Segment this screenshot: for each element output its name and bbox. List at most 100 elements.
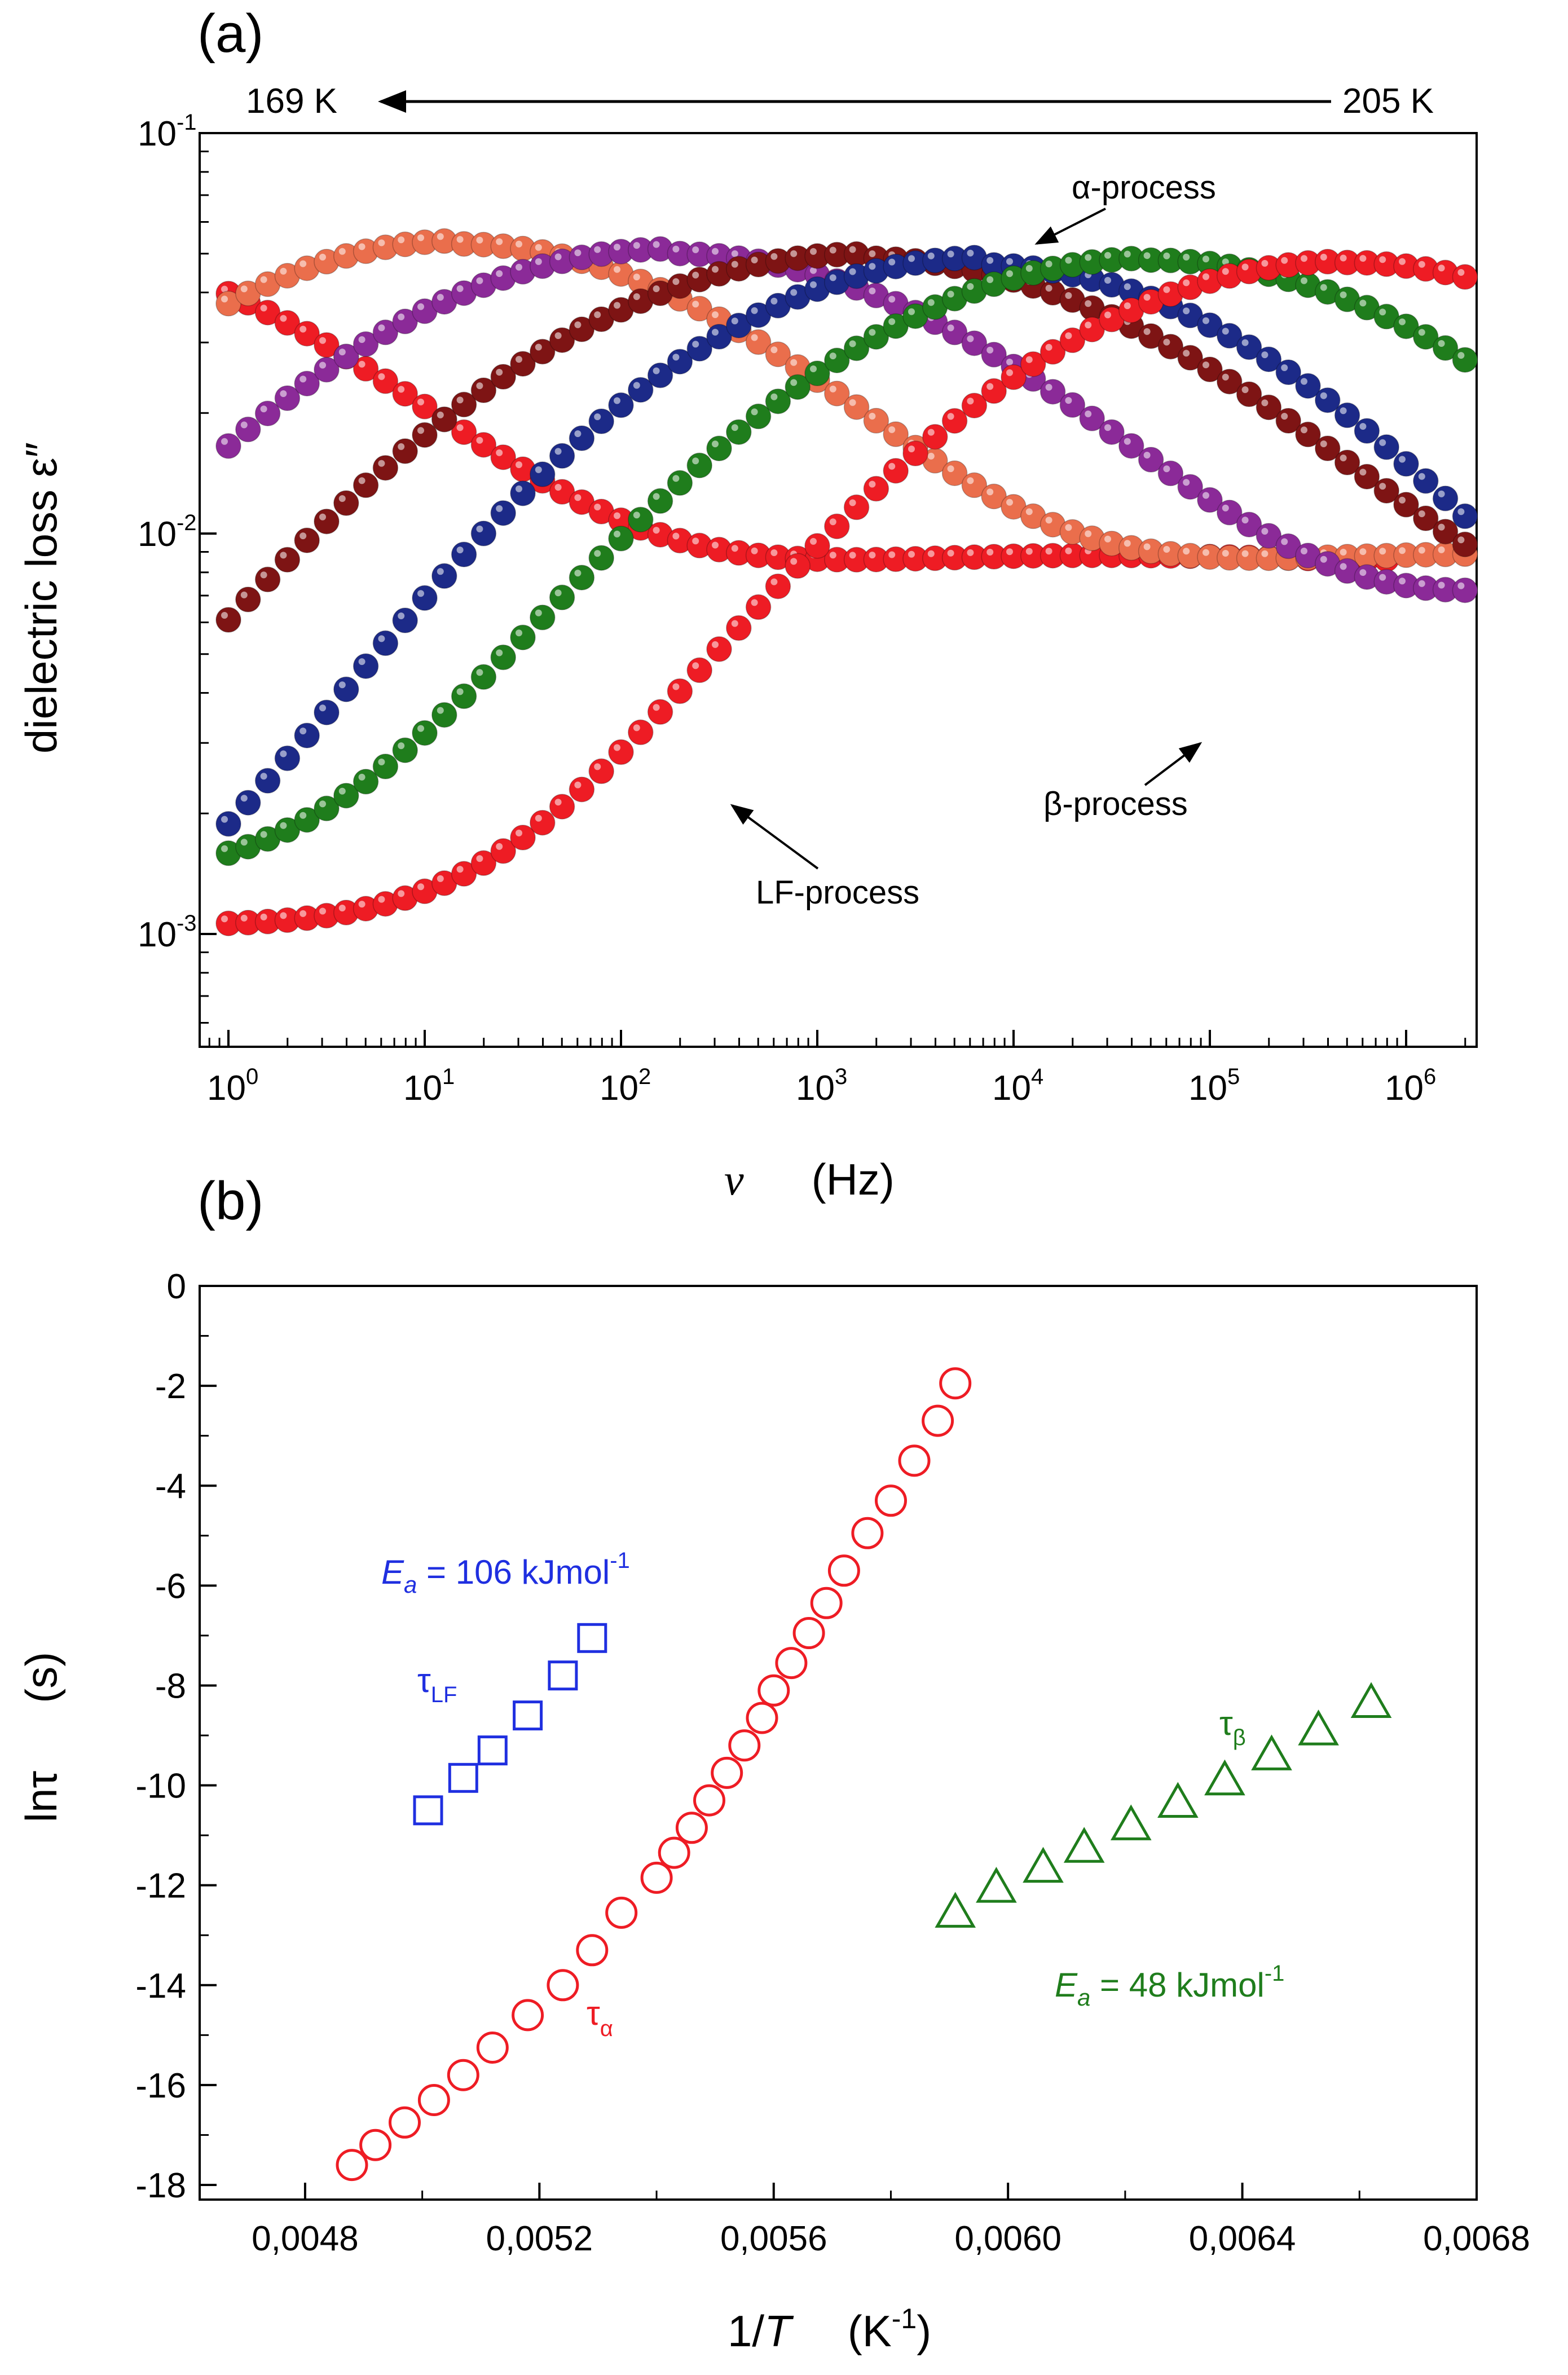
point-highlight bbox=[1301, 548, 1307, 554]
point-highlight bbox=[437, 568, 444, 575]
point-highlight bbox=[908, 255, 915, 262]
point-highlight bbox=[456, 547, 464, 554]
point-highlight bbox=[398, 313, 405, 320]
data-point bbox=[765, 573, 791, 600]
annotations-b: Ea = 106 kJmol-1 τLF τα τβ Ea = 48 kJmol… bbox=[381, 1548, 1284, 2041]
point-highlight bbox=[692, 662, 699, 669]
point-highlight bbox=[1241, 517, 1249, 524]
data-point bbox=[863, 475, 889, 502]
point-highlight bbox=[1379, 483, 1386, 490]
point-highlight bbox=[1399, 496, 1406, 504]
point-highlight bbox=[1045, 548, 1052, 555]
point-highlight bbox=[1359, 255, 1367, 262]
point-highlight bbox=[692, 537, 699, 545]
point-highlight bbox=[810, 537, 817, 545]
point-highlight bbox=[927, 299, 935, 306]
data-point bbox=[333, 490, 359, 516]
tau-lf-point bbox=[413, 1795, 443, 1826]
point-highlight bbox=[516, 240, 522, 248]
tau-alpha-point bbox=[417, 2084, 450, 2116]
data-point bbox=[1452, 577, 1478, 603]
tau-alpha-point bbox=[851, 1517, 884, 1549]
point-highlight bbox=[1085, 254, 1092, 261]
point-highlight bbox=[1301, 255, 1307, 262]
point-highlight bbox=[260, 831, 267, 838]
point-highlight bbox=[574, 494, 582, 501]
point-highlight bbox=[1006, 358, 1013, 365]
lf-process-label: LF-process bbox=[756, 874, 919, 911]
point-highlight bbox=[770, 297, 778, 305]
point-highlight bbox=[554, 253, 562, 261]
point-highlight bbox=[790, 558, 798, 565]
point-highlight bbox=[751, 257, 758, 263]
point-highlight bbox=[1163, 465, 1170, 473]
point-highlight bbox=[1301, 277, 1307, 284]
point-highlight bbox=[1104, 535, 1111, 543]
point-highlight bbox=[554, 332, 562, 340]
point-highlight bbox=[1379, 256, 1386, 263]
point-highlight bbox=[260, 913, 267, 920]
point-highlight bbox=[1320, 392, 1327, 399]
data-point bbox=[804, 533, 830, 559]
point-highlight bbox=[888, 318, 896, 325]
data-point bbox=[353, 653, 379, 679]
data-point bbox=[667, 470, 693, 496]
tau-beta-point bbox=[1157, 1782, 1199, 1818]
point-highlight bbox=[535, 814, 542, 822]
data-point bbox=[235, 587, 261, 613]
point-highlight bbox=[1222, 258, 1229, 266]
point-highlight bbox=[1045, 285, 1052, 292]
point-highlight bbox=[1222, 550, 1229, 557]
point-highlight bbox=[731, 545, 738, 552]
point-highlight bbox=[790, 289, 798, 296]
point-highlight bbox=[1065, 292, 1072, 299]
point-highlight bbox=[1261, 550, 1269, 557]
point-highlight bbox=[653, 527, 660, 534]
point-highlight bbox=[221, 438, 228, 445]
x-tick-label: 104 bbox=[992, 1064, 1043, 1108]
point-highlight bbox=[398, 742, 405, 750]
x-tick-label: 101 bbox=[403, 1064, 455, 1108]
point-highlight bbox=[417, 398, 424, 406]
panel-a-label: (a) bbox=[197, 3, 263, 64]
plot-frame-b bbox=[199, 1285, 1478, 2201]
point-highlight bbox=[1025, 356, 1033, 363]
point-highlight bbox=[516, 485, 522, 492]
point-highlight bbox=[1045, 343, 1052, 351]
point-highlight bbox=[280, 552, 287, 559]
point-highlight bbox=[240, 421, 248, 429]
point-highlight bbox=[731, 318, 738, 325]
point-highlight bbox=[535, 343, 542, 351]
tau-beta-point bbox=[1204, 1759, 1245, 1796]
y-axis-a: 10-1 10-2 10-3 dielectric loss ε″ bbox=[16, 110, 217, 1024]
data-point bbox=[490, 500, 516, 526]
point-highlight bbox=[1124, 250, 1131, 258]
point-highlight bbox=[947, 324, 954, 332]
ea-beta-label: Ea = 48 kJmol-1 bbox=[1055, 1961, 1284, 2011]
tau-beta-point bbox=[1251, 1734, 1292, 1770]
point-highlight bbox=[790, 379, 798, 386]
point-highlight bbox=[770, 549, 778, 556]
point-highlight bbox=[1261, 528, 1269, 535]
point-highlight bbox=[398, 613, 405, 619]
tau-beta-point bbox=[1063, 1827, 1105, 1863]
point-highlight bbox=[1418, 547, 1425, 554]
alpha-process-arrow bbox=[1034, 208, 1106, 245]
point-highlight bbox=[437, 411, 444, 418]
x-axis-b: 0,0048 0,0052 0,0056 0,0060 0,0064 0,0068 1/T… bbox=[252, 2183, 1530, 2356]
point-highlight bbox=[221, 285, 228, 293]
data-point bbox=[451, 541, 477, 567]
data-point bbox=[392, 438, 418, 464]
point-highlight bbox=[280, 750, 287, 757]
point-highlight bbox=[770, 393, 778, 400]
y-tick-label: -14 bbox=[135, 1967, 186, 2006]
point-highlight bbox=[1418, 580, 1425, 587]
point-highlight bbox=[653, 704, 660, 711]
tau-alpha-point bbox=[640, 1861, 673, 1894]
point-highlight bbox=[1340, 549, 1347, 556]
point-highlight bbox=[240, 591, 248, 598]
data-point bbox=[392, 607, 418, 633]
series-square bbox=[413, 1623, 607, 1826]
point-highlight bbox=[358, 336, 365, 343]
point-highlight bbox=[1124, 283, 1131, 290]
